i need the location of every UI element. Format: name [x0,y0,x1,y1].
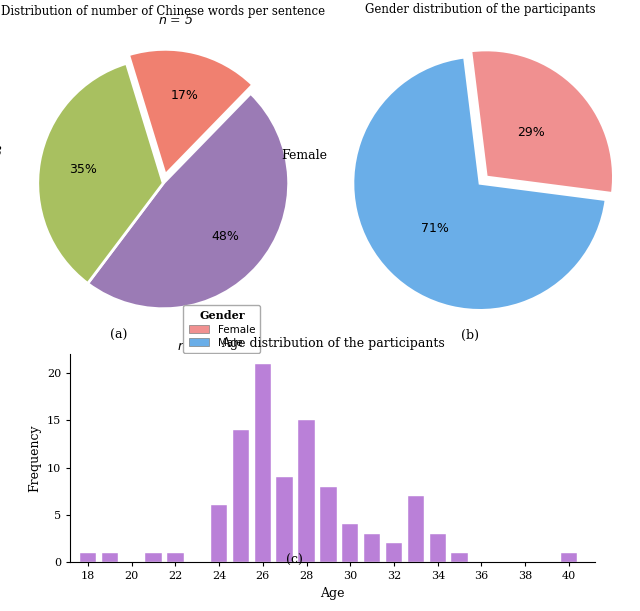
Bar [451,553,468,562]
Title: Distribution of number of Chinese words per sentence: Distribution of number of Chinese words … [1,5,325,18]
Bar [429,534,446,562]
Bar [298,420,315,562]
Bar [167,553,184,562]
Wedge shape [88,93,289,309]
Bar [102,553,118,562]
Bar [233,430,249,562]
Bar [276,477,293,562]
Text: (b): (b) [461,329,479,342]
Legend: Female, Male: Female, Male [184,305,260,353]
Title: Gender distribution of the participants: Gender distribution of the participants [365,3,595,16]
Text: 48%: 48% [211,230,239,243]
Y-axis label: Frequency: Frequency [29,425,42,492]
Text: (a): (a) [109,329,127,342]
Bar [255,364,271,562]
Bar [80,553,96,562]
Wedge shape [353,57,606,310]
Bar [364,534,380,562]
Wedge shape [38,64,163,284]
Bar [561,553,577,562]
Bar [386,543,402,562]
Text: 71%: 71% [421,222,449,235]
Wedge shape [471,50,613,194]
Bar [320,486,337,562]
Text: 17%: 17% [170,89,198,102]
Text: 35%: 35% [69,163,97,175]
Text: $n$ = 4: $n$ = 4 [177,339,212,353]
Text: 29%: 29% [518,126,545,139]
Text: $n$ = 5: $n$ = 5 [158,13,193,27]
Text: $n$ = 3: $n$ = 3 [0,145,3,159]
Bar [211,505,227,562]
Bar [342,524,358,562]
Bar [145,553,162,562]
X-axis label: Age: Age [321,587,345,600]
Title: Age distribution of the participants: Age distribution of the participants [221,337,445,351]
Text: (c): (c) [286,554,303,567]
Bar [408,496,424,562]
Wedge shape [129,49,253,175]
Text: Female: Female [282,149,328,162]
